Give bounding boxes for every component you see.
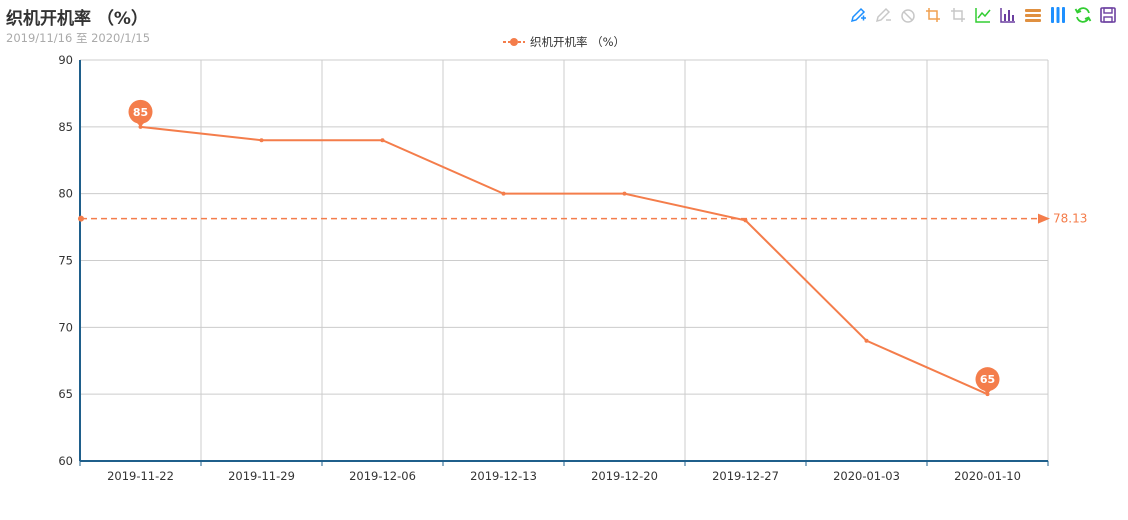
x-tick-label: 2019-12-27 bbox=[712, 469, 779, 483]
x-tick-label: 2020-01-03 bbox=[833, 469, 900, 483]
bar-chart-icon[interactable] bbox=[997, 4, 1018, 25]
mark-undo-icon[interactable] bbox=[872, 4, 893, 25]
y-tick-label: 75 bbox=[58, 254, 73, 268]
y-tick-label: 90 bbox=[58, 53, 73, 67]
x-tick-label: 2020-01-10 bbox=[954, 469, 1021, 483]
restore-icon[interactable] bbox=[1072, 4, 1093, 25]
series bbox=[138, 124, 990, 397]
tiled-icon[interactable] bbox=[1047, 4, 1068, 25]
data-point bbox=[138, 124, 143, 129]
x-tick-label: 2019-12-13 bbox=[470, 469, 537, 483]
series-line bbox=[140, 125, 988, 396]
x-tick-label: 2019-12-06 bbox=[349, 469, 416, 483]
data-point bbox=[380, 138, 385, 143]
mark-point-label: 65 bbox=[980, 373, 995, 386]
x-tick-label: 2019-12-20 bbox=[591, 469, 658, 483]
chart-title: 织机开机率 （%） bbox=[6, 9, 148, 29]
x-tick-label: 2019-11-29 bbox=[228, 469, 295, 483]
mark-point-pin bbox=[128, 99, 153, 124]
mark-clear-icon[interactable] bbox=[897, 4, 918, 25]
data-point bbox=[743, 218, 748, 223]
legend-line-icon bbox=[502, 38, 525, 46]
data-zoom-reset-icon[interactable] bbox=[947, 4, 968, 25]
y-tick-label: 85 bbox=[58, 120, 73, 134]
y-tick-label: 70 bbox=[58, 320, 73, 334]
data-point bbox=[501, 191, 506, 196]
toolbox bbox=[847, 4, 1118, 25]
legend-item[interactable]: 织机开机率 （%） bbox=[502, 34, 626, 50]
y-tick-label: 65 bbox=[58, 387, 73, 401]
mark-line-label: 78.13 bbox=[1053, 212, 1087, 226]
data-zoom-icon[interactable] bbox=[922, 4, 943, 25]
data-point bbox=[622, 191, 627, 196]
line-chart-icon[interactable] bbox=[972, 4, 993, 25]
data-point bbox=[259, 138, 264, 143]
y-tick-label: 60 bbox=[58, 454, 73, 468]
legend-label: 织机开机率 （%） bbox=[529, 35, 626, 49]
chart-subtitle: 2019/11/16 至 2020/1/15 bbox=[6, 31, 151, 45]
save-image-icon[interactable] bbox=[1097, 4, 1118, 25]
y-tick-label: 80 bbox=[58, 187, 73, 201]
mark-points: 85 65 bbox=[128, 99, 1000, 395]
stack-icon[interactable] bbox=[1022, 4, 1043, 25]
mark-point-pin bbox=[975, 367, 1000, 392]
data-point bbox=[864, 338, 869, 343]
mark-pen-icon[interactable] bbox=[847, 4, 868, 25]
mark-line-arrow bbox=[1038, 213, 1050, 224]
legend: 织机开机率 （%） bbox=[0, 34, 1128, 50]
x-tick-label: 2019-11-22 bbox=[107, 469, 174, 483]
average-mark-line: 78.13 bbox=[78, 212, 1087, 226]
grid bbox=[80, 59, 1049, 461]
mark-point-label: 85 bbox=[133, 106, 148, 119]
axes: 60 65 70 75 80 85 90 2019-11-22 2019-11-29 2019-1… bbox=[58, 53, 1049, 483]
